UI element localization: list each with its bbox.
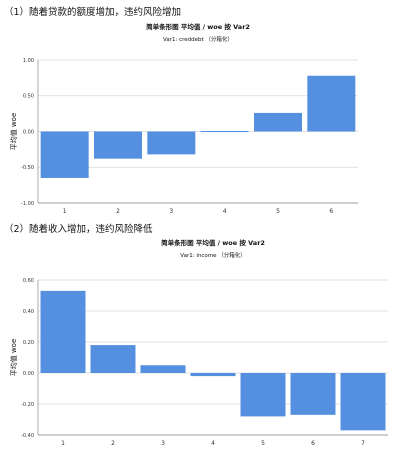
- x-tick-label: 4: [223, 208, 227, 215]
- x-tick-label: 2: [116, 208, 120, 215]
- y-tick-label: -0.20: [21, 402, 34, 408]
- bar-3: [147, 131, 196, 155]
- x-tick-label: 3: [161, 440, 165, 447]
- x-tick-label: 6: [329, 208, 333, 215]
- bar-4: [200, 131, 249, 132]
- section-heading-1: （1）随着贷款的额度增加，违约风险增加: [4, 7, 182, 18]
- chart-subtitle: Var1: creddebt （分箱化）: [163, 35, 233, 43]
- bar-6: [290, 373, 336, 415]
- x-tick-label: 4: [211, 440, 215, 447]
- x-tick-label: 7: [361, 440, 365, 447]
- bar-6: [307, 75, 356, 132]
- x-tick-label: 2: [111, 440, 115, 447]
- chart-title: 简单条形图 平均值 / woe 按 Var2: [146, 22, 250, 31]
- y-tick-label: 0.50: [23, 94, 34, 100]
- bar-4: [190, 373, 236, 377]
- x-tick-label: 5: [276, 208, 280, 215]
- chart-title: 简单条形图 平均值 / woe 按 Var2: [161, 238, 265, 247]
- y-axis-label: 平均值 woe: [9, 339, 18, 377]
- y-tick-label: 0.00: [23, 129, 34, 135]
- x-tick-label: 3: [169, 208, 173, 215]
- x-tick-label: 1: [63, 208, 67, 215]
- bar-7: [340, 373, 386, 431]
- x-tick-label: 5: [261, 440, 265, 447]
- bar-5: [254, 112, 302, 132]
- x-tick-label: 6: [311, 440, 315, 447]
- bar-chart-income: 简单条形图 平均值 / woe 按 Var2 Var1: income （分箱化）…: [9, 238, 388, 447]
- y-tick-label: 1.00: [23, 58, 34, 64]
- y-tick-label: -1.00: [21, 201, 34, 207]
- x-tick-label: 1: [61, 440, 65, 447]
- y-tick-label: 0.20: [23, 340, 34, 346]
- y-tick-label: 0.60: [23, 278, 34, 284]
- bar-1: [40, 290, 86, 373]
- bar-3: [140, 365, 186, 373]
- bar-1: [40, 131, 89, 178]
- y-tick-label: -0.50: [21, 165, 34, 171]
- bar-2: [90, 345, 136, 373]
- section-heading-2: （2）随着收入增加，违约风险降低: [4, 224, 153, 235]
- y-tick-label: -0.40: [21, 433, 34, 439]
- bar-chart-creddebt: 简单条形图 平均值 / woe 按 Var2 Var1: creddebt （分箱…: [9, 22, 358, 215]
- bar-5: [240, 373, 286, 417]
- y-tick-label: 0.00: [23, 371, 34, 377]
- y-axis-label: 平均值 woe: [9, 113, 18, 151]
- chart-subtitle: Var1: income （分箱化）: [180, 251, 245, 259]
- bar-2: [94, 131, 142, 159]
- y-tick-label: 0.40: [23, 309, 34, 315]
